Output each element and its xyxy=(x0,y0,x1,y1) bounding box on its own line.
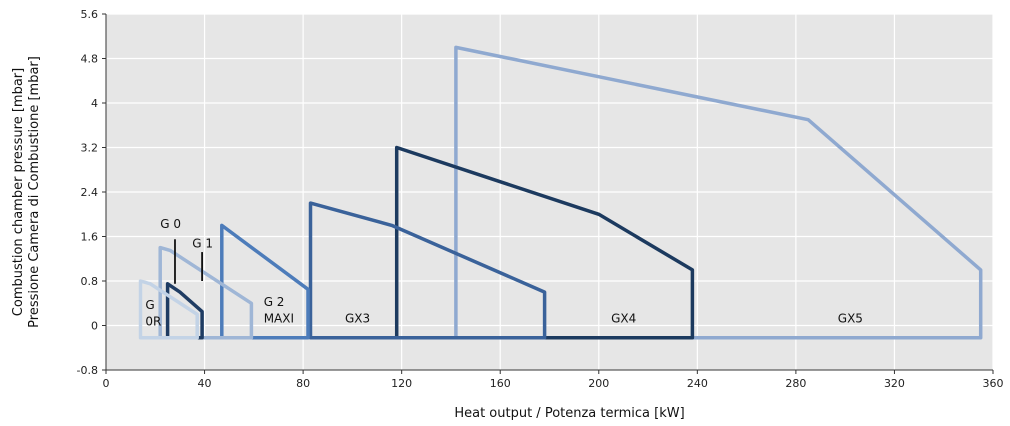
y-tick-label: 0.8 xyxy=(81,275,99,288)
series-outline-g-0r xyxy=(138,279,199,340)
series-outline-gx4 xyxy=(394,145,695,340)
series-outline-gx3 xyxy=(308,201,547,340)
x-tick-label: 280 xyxy=(785,377,806,390)
y-axis-title-line1: Combustion chamber pressure [mbar] xyxy=(11,68,26,316)
series-outline-g-2-maxi xyxy=(220,223,310,340)
x-tick-label: 360 xyxy=(983,377,1004,390)
x-tick-label: 320 xyxy=(884,377,905,390)
series-label: G 2 xyxy=(264,295,285,309)
y-tick-label: 4 xyxy=(91,97,98,110)
x-tick-label: 200 xyxy=(588,377,609,390)
x-tick-label: 0 xyxy=(103,377,110,390)
series-label: 0R xyxy=(145,315,161,329)
y-tick-label: 1.6 xyxy=(81,231,99,244)
series-label: GX3 xyxy=(345,312,370,326)
series-label: G xyxy=(145,298,154,312)
x-tick-label: 80 xyxy=(296,377,310,390)
y-tick-label: 2.4 xyxy=(81,186,99,199)
series-label: GX4 xyxy=(611,312,636,326)
series-outline-g-1 xyxy=(158,245,254,340)
x-tick-label: 240 xyxy=(687,377,708,390)
y-tick-label: 5.6 xyxy=(81,8,99,21)
series-label: G 0 xyxy=(160,217,181,231)
y-tick-label: 4.8 xyxy=(81,53,99,66)
y-axis-title-line2: Pressione Camera di Combustione [mbar] xyxy=(27,56,42,328)
x-axis-title: Heat output / Potenza termica [kW] xyxy=(454,406,684,421)
y-tick-label: -0.8 xyxy=(77,364,98,377)
y-tick-label: 3.2 xyxy=(81,142,99,155)
x-tick-label: 40 xyxy=(198,377,212,390)
series-label: MAXI xyxy=(264,312,294,326)
x-tick-label: 120 xyxy=(391,377,412,390)
series-outline-gx5 xyxy=(454,45,983,340)
x-tick-label: 160 xyxy=(490,377,511,390)
series-label: GX5 xyxy=(838,312,863,326)
y-tick-label: 0 xyxy=(91,320,98,333)
series-label: G 1 xyxy=(192,237,213,251)
